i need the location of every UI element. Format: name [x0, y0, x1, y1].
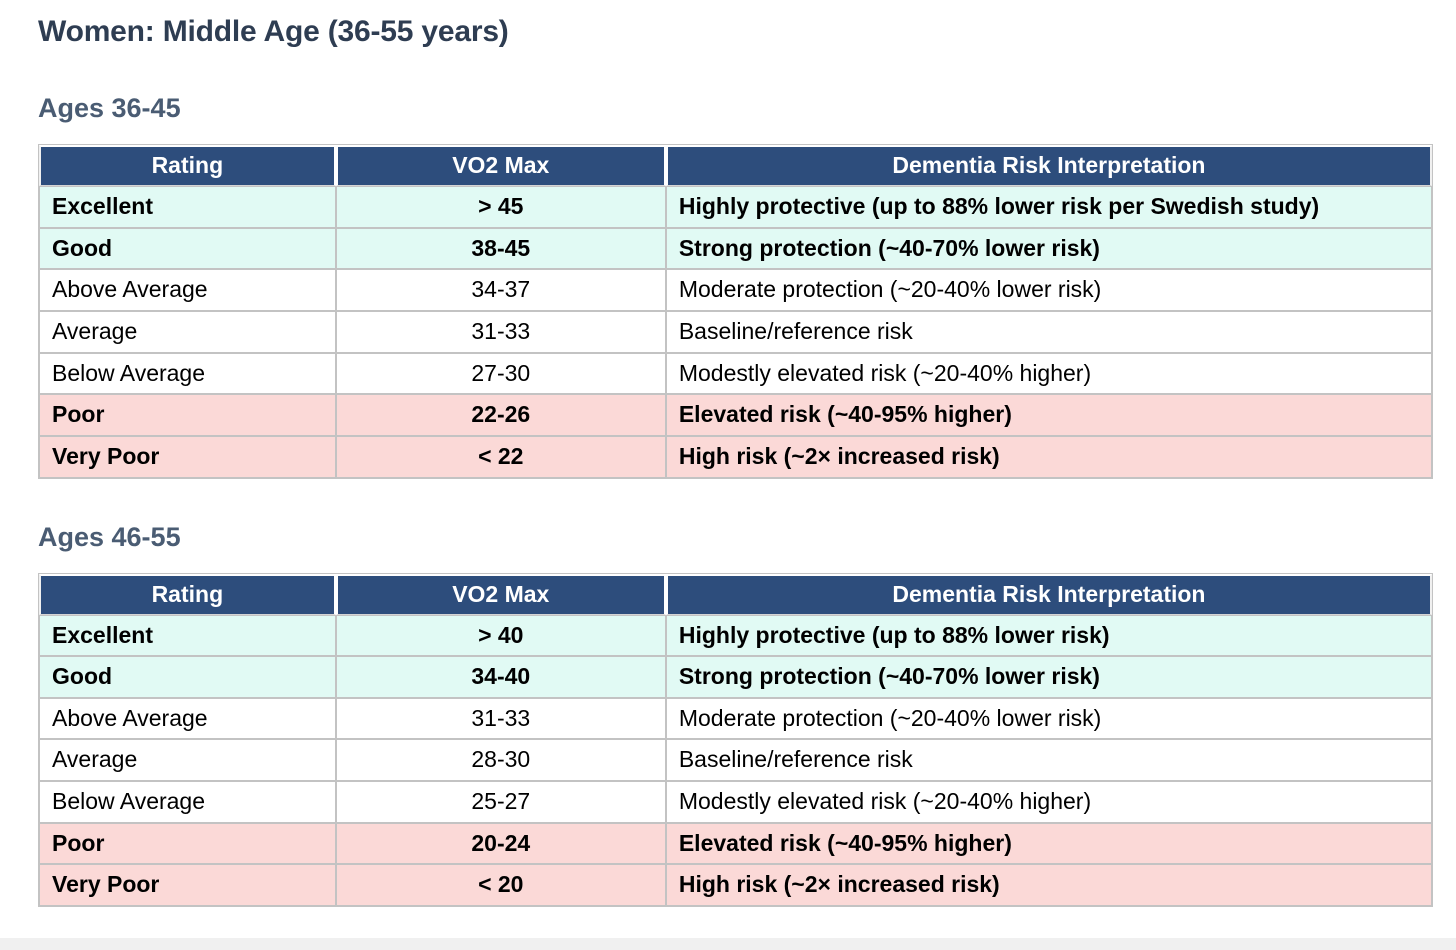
- table-row: Very Poor < 22 High risk (~2× increased ri…: [39, 435, 1432, 478]
- table-header: Rating VO2 Max Dementia Risk Interpretat…: [39, 573, 1432, 615]
- column-header-dementia-risk: Dementia Risk Interpretation: [665, 573, 1432, 615]
- rating-cell: Excellent: [39, 186, 336, 228]
- vo2-max-cell: > 45: [335, 186, 666, 228]
- table-row: Excellent > 45 Highly protective (up to 88…: [39, 186, 1432, 228]
- vo2-dementia-table-ages-46-55: Rating VO2 Max Dementia Risk Interpretat…: [38, 572, 1433, 908]
- table-header-row: Rating VO2 Max Dementia Risk Interpretat…: [39, 573, 1432, 615]
- interpretation-cell: High risk (~2× increased risk): [665, 435, 1432, 478]
- interpretation-cell: Elevated risk (~40-95% higher): [665, 394, 1432, 436]
- table-body: Excellent > 40 Highly protective (up to 88…: [39, 614, 1432, 907]
- rating-cell: Above Average: [39, 697, 336, 740]
- column-header-rating: Rating: [39, 145, 336, 187]
- rating-cell: Below Average: [39, 352, 336, 395]
- vo2-max-cell: 22-26: [335, 394, 666, 436]
- interpretation-cell: Modestly elevated risk (~20-40% higher): [665, 352, 1432, 395]
- column-header-dementia-risk: Dementia Risk Interpretation: [665, 145, 1432, 187]
- vo2-max-cell: > 40: [335, 614, 666, 657]
- rating-cell: Very Poor: [39, 435, 336, 478]
- column-header-vo2-max: VO2 Max: [335, 573, 666, 615]
- rating-cell: Average: [39, 310, 336, 353]
- interpretation-cell: Baseline/reference risk: [665, 310, 1432, 353]
- vo2-max-cell: 34-37: [335, 269, 666, 311]
- table-row: Poor 22-26 Elevated risk (~40-95% higher): [39, 394, 1432, 436]
- interpretation-cell: Modestly elevated risk (~20-40% higher): [665, 781, 1432, 823]
- rating-cell: Below Average: [39, 781, 336, 823]
- table-row: Poor 20-24 Elevated risk (~40-95% higher): [39, 822, 1432, 865]
- page-bottom-strip: [0, 938, 1456, 950]
- table-row: Above Average 31-33 Moderate protection (~…: [39, 697, 1432, 740]
- table-row: Good 38-45 Strong protection (~40-70% lowe…: [39, 227, 1432, 270]
- table-row: Below Average 25-27 Modestly elevated risk…: [39, 781, 1432, 823]
- rating-cell: Average: [39, 739, 336, 782]
- interpretation-cell: Highly protective (up to 88% lower risk): [665, 614, 1432, 657]
- table-row: Excellent > 40 Highly protective (up to 88…: [39, 614, 1432, 657]
- interpretation-cell: Moderate protection (~20-40% lower risk): [665, 697, 1432, 740]
- interpretation-cell: Moderate protection (~20-40% lower risk): [665, 269, 1432, 311]
- vo2-max-cell: 34-40: [335, 656, 666, 698]
- rating-cell: Poor: [39, 822, 336, 865]
- column-header-vo2-max: VO2 Max: [335, 145, 666, 187]
- interpretation-cell: Highly protective (up to 88% lower risk …: [665, 186, 1432, 228]
- table-row: Very Poor < 20 High risk (~2× increased ri…: [39, 864, 1432, 907]
- rating-cell: Poor: [39, 394, 336, 436]
- rating-cell: Above Average: [39, 269, 336, 311]
- page-title: Women: Middle Age (36-55 years): [38, 15, 509, 48]
- table-row: Average 31-33 Baseline/reference risk: [39, 310, 1432, 353]
- vo2-max-cell: 20-24: [335, 822, 666, 865]
- document-page: Women: Middle Age (36-55 years) Ages 36-…: [38, 15, 1433, 908]
- vo2-dementia-table-ages-36-45: Rating VO2 Max Dementia Risk Interpretat…: [38, 144, 1433, 479]
- table-header-row: Rating VO2 Max Dementia Risk Interpretat…: [39, 145, 1432, 187]
- column-header-rating: Rating: [39, 573, 336, 615]
- table-header: Rating VO2 Max Dementia Risk Interpretat…: [39, 145, 1432, 187]
- vo2-max-cell: 27-30: [335, 352, 666, 395]
- vo2-max-cell: 31-33: [335, 310, 666, 353]
- vo2-max-cell: 38-45: [335, 227, 666, 270]
- interpretation-cell: Strong protection (~40-70% lower risk): [665, 656, 1432, 698]
- vo2-max-cell: 28-30: [335, 739, 666, 782]
- table-row: Above Average 34-37 Moderate protection (~…: [39, 269, 1432, 311]
- table-body: Excellent > 45 Highly protective (up to 88…: [39, 186, 1432, 478]
- section-heading-ages-36-45: Ages 36-45: [38, 93, 181, 123]
- table-row: Below Average 27-30 Modestly elevated risk…: [39, 352, 1432, 395]
- rating-cell: Very Poor: [39, 864, 336, 907]
- interpretation-cell: High risk (~2× increased risk): [665, 864, 1432, 907]
- interpretation-cell: Strong protection (~40-70% lower risk): [665, 227, 1432, 270]
- table-row: Average 28-30 Baseline/reference risk: [39, 739, 1432, 782]
- vo2-max-cell: < 20: [335, 864, 666, 907]
- vo2-max-cell: 25-27: [335, 781, 666, 823]
- table-row: Good 34-40 Strong protection (~40-70% lowe…: [39, 656, 1432, 698]
- rating-cell: Excellent: [39, 614, 336, 657]
- rating-cell: Good: [39, 656, 336, 698]
- vo2-max-cell: < 22: [335, 435, 666, 478]
- interpretation-cell: Baseline/reference risk: [665, 739, 1432, 782]
- rating-cell: Good: [39, 227, 336, 270]
- section-heading-ages-46-55: Ages 46-55: [38, 521, 181, 552]
- interpretation-cell: Elevated risk (~40-95% higher): [665, 822, 1432, 865]
- vo2-max-cell: 31-33: [335, 697, 666, 740]
